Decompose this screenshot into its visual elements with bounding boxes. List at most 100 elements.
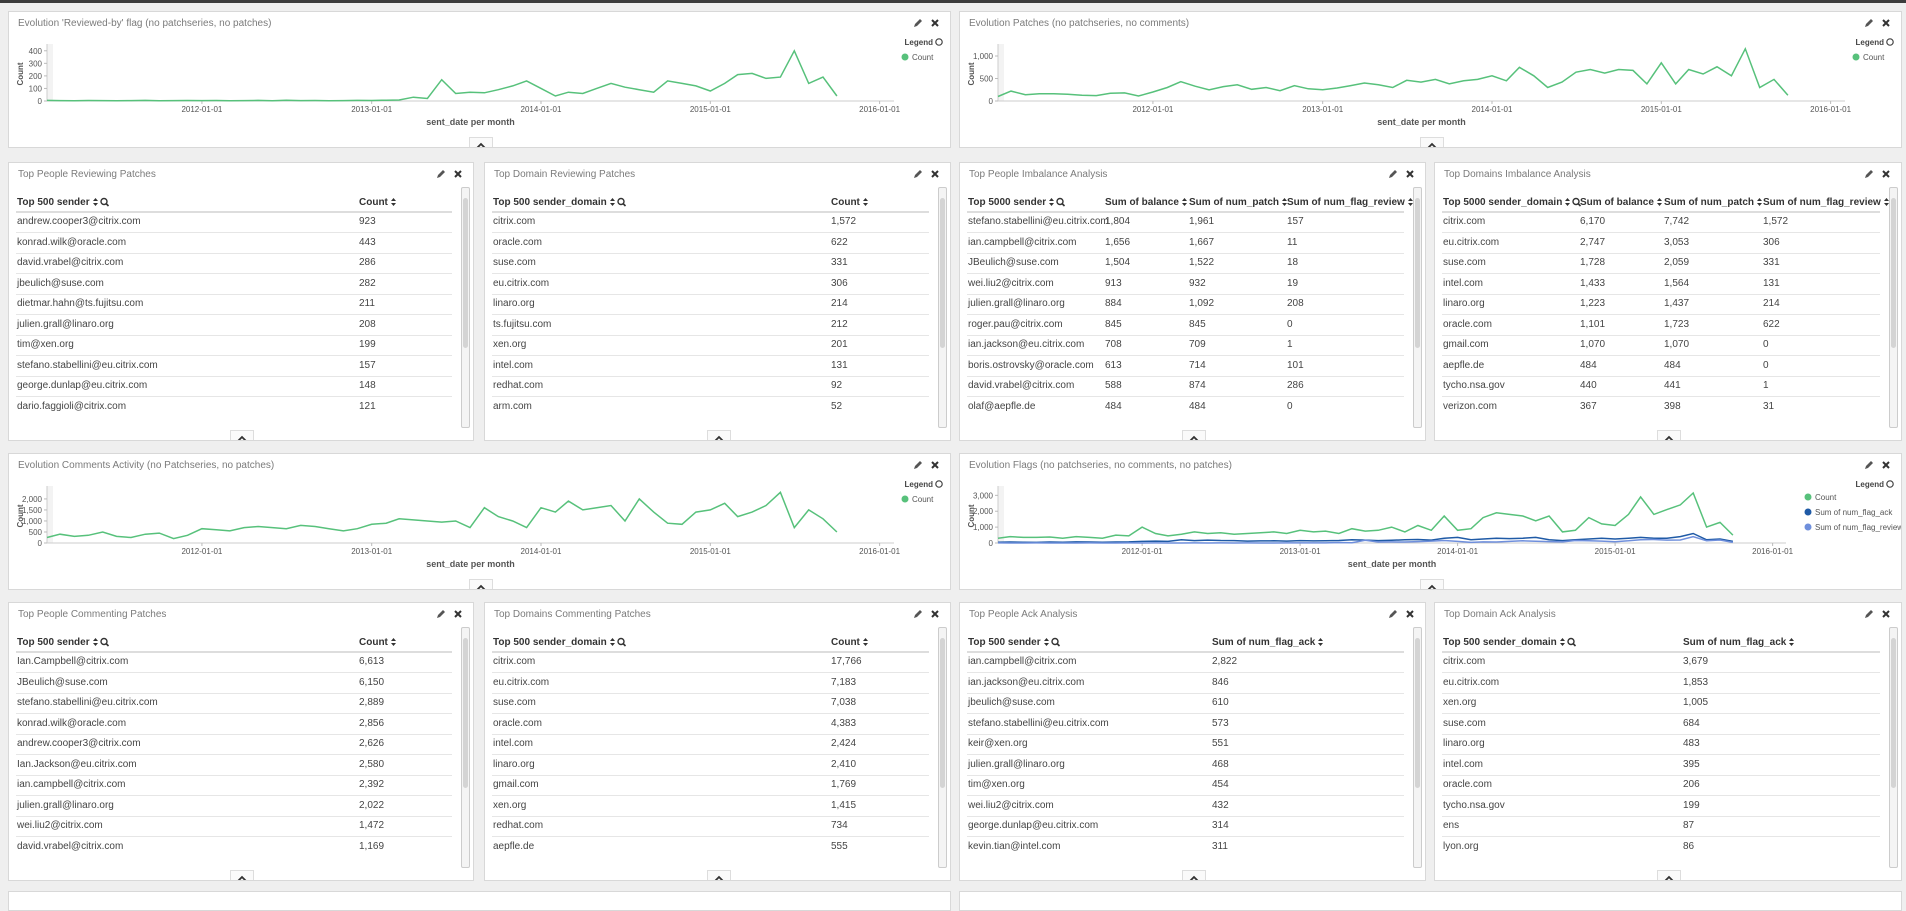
sort-icon[interactable] xyxy=(1281,197,1289,207)
collapse-button[interactable] xyxy=(1657,430,1681,440)
legend-toggle[interactable] xyxy=(935,480,943,488)
sort-icon[interactable] xyxy=(1043,637,1061,647)
edit-button[interactable] xyxy=(1865,461,1873,469)
sort-icon[interactable] xyxy=(1564,197,1582,207)
column-header[interactable]: Top 500 sender xyxy=(968,637,1061,648)
sort-icon[interactable] xyxy=(390,197,398,207)
scrollbar[interactable] xyxy=(938,627,947,868)
sort-icon[interactable] xyxy=(390,637,398,647)
close-button[interactable] xyxy=(931,19,939,27)
edit-button[interactable] xyxy=(914,170,922,178)
collapse-button[interactable] xyxy=(706,870,731,880)
edit-button[interactable] xyxy=(914,19,922,27)
legend-entry[interactable]: Count xyxy=(901,53,935,62)
column-header[interactable]: Count xyxy=(359,197,398,208)
sort-icon[interactable] xyxy=(1317,637,1325,647)
sort-icon[interactable] xyxy=(1048,197,1066,207)
close-button[interactable] xyxy=(931,170,939,178)
sort-icon[interactable] xyxy=(92,637,110,647)
column-header[interactable]: Count xyxy=(359,637,398,648)
scrollbar[interactable] xyxy=(1889,627,1898,868)
edit-button[interactable] xyxy=(1389,610,1397,618)
column-header[interactable]: Count xyxy=(831,197,870,208)
close-button[interactable] xyxy=(931,461,939,469)
edit-button[interactable] xyxy=(437,170,445,178)
sort-icon[interactable] xyxy=(1559,637,1577,647)
scroll-thumb[interactable] xyxy=(463,638,468,788)
legend-entry[interactable]: Count xyxy=(1852,53,1886,62)
column-header[interactable]: Sum of balance xyxy=(1105,197,1189,208)
scrollbar[interactable] xyxy=(1413,187,1422,428)
collapse-button[interactable] xyxy=(1657,870,1681,880)
column-header[interactable]: Top 500 sender xyxy=(17,637,110,648)
sort-icon[interactable] xyxy=(1883,197,1891,207)
legend-toggle[interactable] xyxy=(935,38,943,46)
scroll-thumb[interactable] xyxy=(1891,198,1896,348)
legend-entry[interactable]: Count xyxy=(901,495,935,504)
collapse-button[interactable] xyxy=(1181,430,1206,440)
collapse-button[interactable] xyxy=(1419,137,1444,147)
column-header[interactable]: Sum of num_patch xyxy=(1189,197,1289,208)
close-button[interactable] xyxy=(1882,461,1890,469)
sort-icon[interactable] xyxy=(862,197,870,207)
collapse-button[interactable] xyxy=(468,137,493,147)
column-header[interactable]: Top 500 sender_domain xyxy=(493,637,627,648)
scrollbar[interactable] xyxy=(1889,187,1898,428)
legend-entry[interactable]: Count xyxy=(1804,493,1838,502)
column-header[interactable]: Sum of num_flag_review xyxy=(1287,197,1415,208)
sort-icon[interactable] xyxy=(1756,197,1764,207)
column-header[interactable]: Sum of num_flag_ack xyxy=(1212,637,1325,648)
sort-icon[interactable] xyxy=(609,197,627,207)
legend-entry[interactable]: Sum of num_flag_ack xyxy=(1804,508,1894,517)
close-button[interactable] xyxy=(1406,170,1414,178)
collapse-button[interactable] xyxy=(1181,870,1206,880)
collapse-button[interactable] xyxy=(230,430,254,440)
scrollbar[interactable] xyxy=(938,187,947,428)
column-header[interactable]: Count xyxy=(831,637,870,648)
sort-icon[interactable] xyxy=(1656,197,1664,207)
edit-button[interactable] xyxy=(1389,170,1397,178)
collapse-button[interactable] xyxy=(1419,579,1444,589)
scrollbar[interactable] xyxy=(461,187,470,428)
close-button[interactable] xyxy=(1882,610,1890,618)
scroll-thumb[interactable] xyxy=(1415,198,1420,348)
close-button[interactable] xyxy=(1882,170,1890,178)
edit-button[interactable] xyxy=(1865,19,1873,27)
close-button[interactable] xyxy=(454,170,462,178)
legend-title[interactable]: Legend xyxy=(1856,38,1885,47)
scrollbar[interactable] xyxy=(461,627,470,868)
close-button[interactable] xyxy=(1882,19,1890,27)
column-header[interactable]: Sum of num_patch xyxy=(1664,197,1764,208)
column-header[interactable]: Sum of num_flag_ack xyxy=(1683,637,1796,648)
edit-button[interactable] xyxy=(914,610,922,618)
column-header[interactable]: Sum of balance xyxy=(1580,197,1664,208)
sort-icon[interactable] xyxy=(1181,197,1189,207)
sort-icon[interactable] xyxy=(609,637,627,647)
column-header[interactable]: Top 500 sender xyxy=(17,197,110,208)
legend-entry[interactable]: Sum of num_flag_review xyxy=(1804,523,1902,532)
scroll-thumb[interactable] xyxy=(940,198,945,348)
collapse-button[interactable] xyxy=(468,579,493,589)
scroll-thumb[interactable] xyxy=(940,638,945,788)
scroll-thumb[interactable] xyxy=(463,198,468,348)
sort-icon[interactable] xyxy=(1788,637,1796,647)
collapse-button[interactable] xyxy=(230,870,254,880)
column-header[interactable]: Top 5000 sender_domain xyxy=(1443,197,1582,208)
column-header[interactable]: Sum of num_flag_review xyxy=(1763,197,1891,208)
legend-title[interactable]: Legend xyxy=(905,480,934,489)
legend-toggle[interactable] xyxy=(1886,480,1894,488)
edit-button[interactable] xyxy=(914,461,922,469)
edit-button[interactable] xyxy=(437,610,445,618)
sort-icon[interactable] xyxy=(1407,197,1415,207)
scroll-thumb[interactable] xyxy=(1415,638,1420,788)
sort-icon[interactable] xyxy=(92,197,110,207)
column-header[interactable]: Top 5000 sender xyxy=(968,197,1066,208)
edit-button[interactable] xyxy=(1865,170,1873,178)
column-header[interactable]: Top 500 sender_domain xyxy=(493,197,627,208)
legend-title[interactable]: Legend xyxy=(1856,480,1885,489)
collapse-button[interactable] xyxy=(706,430,731,440)
column-header[interactable]: Top 500 sender_domain xyxy=(1443,637,1577,648)
scrollbar[interactable] xyxy=(1413,627,1422,868)
sort-icon[interactable] xyxy=(862,637,870,647)
scroll-thumb[interactable] xyxy=(1891,638,1896,788)
